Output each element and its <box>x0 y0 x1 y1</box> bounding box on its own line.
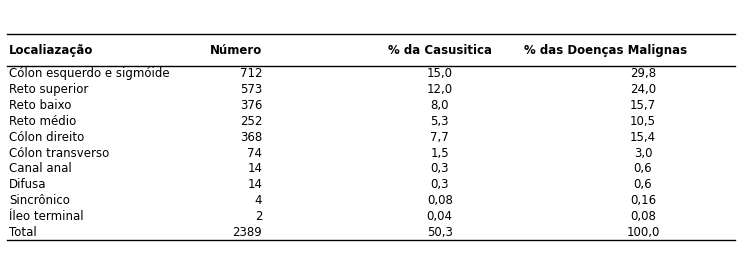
Text: 29,8: 29,8 <box>630 68 656 81</box>
Text: Íleo terminal: Íleo terminal <box>9 210 84 223</box>
Text: 252: 252 <box>240 115 262 128</box>
Text: 0,08: 0,08 <box>630 210 656 223</box>
Text: 12,0: 12,0 <box>426 83 453 96</box>
Text: Localiazação: Localiazação <box>9 44 93 57</box>
Text: Sincrônico: Sincrônico <box>9 194 69 207</box>
Text: 0,6: 0,6 <box>633 178 653 191</box>
Text: 50,3: 50,3 <box>426 226 453 239</box>
Text: Canal anal: Canal anal <box>9 162 72 175</box>
Text: 24,0: 24,0 <box>630 83 656 96</box>
Text: Cólon esquerdo e sigmóide: Cólon esquerdo e sigmóide <box>9 68 169 81</box>
Text: 0,08: 0,08 <box>426 194 453 207</box>
Text: Reto superior: Reto superior <box>9 83 88 96</box>
Text: 3,0: 3,0 <box>633 147 653 160</box>
Text: 15,0: 15,0 <box>426 68 453 81</box>
Text: 5,3: 5,3 <box>430 115 449 128</box>
Text: 368: 368 <box>240 131 262 144</box>
Text: 100,0: 100,0 <box>626 226 660 239</box>
Text: 2389: 2389 <box>233 226 262 239</box>
Text: 7,7: 7,7 <box>430 131 449 144</box>
Text: Reto médio: Reto médio <box>9 115 76 128</box>
Text: % da Casusitica: % da Casusitica <box>388 44 491 57</box>
Text: 573: 573 <box>240 83 262 96</box>
Text: Cólon transverso: Cólon transverso <box>9 147 109 160</box>
Text: Total: Total <box>9 226 37 239</box>
Text: 15,7: 15,7 <box>630 99 656 112</box>
Text: 0,6: 0,6 <box>633 162 653 175</box>
Text: Cólon direito: Cólon direito <box>9 131 84 144</box>
Text: 712: 712 <box>240 68 262 81</box>
Text: 2: 2 <box>255 210 262 223</box>
Text: 15,4: 15,4 <box>630 131 656 144</box>
Text: Reto baixo: Reto baixo <box>9 99 71 112</box>
Text: % das Doenças Malignas: % das Doenças Malignas <box>525 44 687 57</box>
Text: 0,16: 0,16 <box>630 194 656 207</box>
Text: 0,3: 0,3 <box>430 162 449 175</box>
Text: 376: 376 <box>240 99 262 112</box>
Text: 1,5: 1,5 <box>430 147 449 160</box>
Text: 0,3: 0,3 <box>430 178 449 191</box>
Text: 14: 14 <box>248 178 262 191</box>
Text: 14: 14 <box>248 162 262 175</box>
Text: Número: Número <box>211 44 262 57</box>
Text: Difusa: Difusa <box>9 178 47 191</box>
Text: 8,0: 8,0 <box>430 99 449 112</box>
Text: 10,5: 10,5 <box>630 115 656 128</box>
Text: 74: 74 <box>248 147 262 160</box>
Text: 4: 4 <box>255 194 262 207</box>
Text: 0,04: 0,04 <box>426 210 453 223</box>
